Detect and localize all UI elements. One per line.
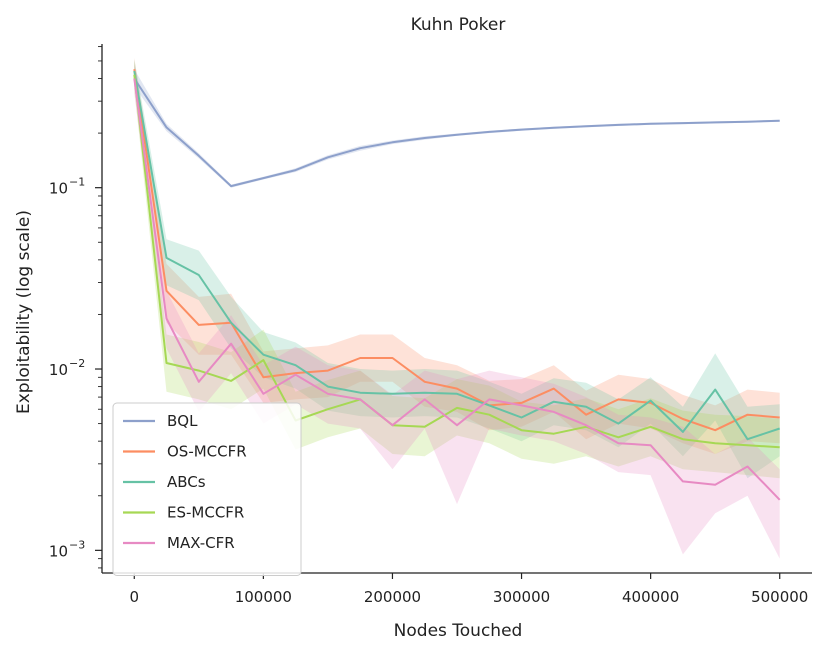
y-tick-base: 10 [49,361,68,379]
y-tick-label: 10 [49,180,68,198]
x-tick-label: 300000 [493,588,550,606]
legend-label: OS-MCCFR [167,443,247,461]
y-tick-exponent: −2 [69,357,85,370]
series-line-3 [133,74,780,449]
series-line-4 [133,78,781,501]
y-axis-label: Exploitability (log scale) [14,210,34,414]
legend-label: BQL [167,412,198,430]
legend-label: ABCs [167,473,206,491]
x-axis-label: Nodes Touched [394,621,523,641]
y-ticks: 10−310−210−1 [49,46,102,569]
y-tick-exponent: −3 [69,538,85,551]
x-tick-label: 500000 [751,588,808,606]
y-tick-base: 10 [49,542,68,560]
confidence-band-0 [134,69,780,188]
series-lines [133,69,781,501]
series-line-2 [133,70,781,441]
x-tick-label: 0 [129,588,139,606]
confidence-band-4 [134,64,780,559]
y-tick-exponent: −1 [69,176,85,189]
series-line-0 [133,77,780,188]
legend-frame [112,402,302,576]
confidence-band-1 [134,57,780,455]
x-tick-label: 200000 [364,588,421,606]
x-tick-label: 400000 [622,588,679,606]
x-tick-label: 100000 [235,588,292,606]
chart-title: Kuhn Poker [411,15,506,35]
legend-label: MAX-CFR [167,534,235,552]
legend: BQL OS-MCCFR ABCs ES-MCCFR MAX-CFR [112,402,302,576]
y-tick-label: 10 [49,361,68,379]
x-ticks: 0 100000 200000 300000 400000 500000 [129,573,808,606]
legend-label: ES-MCCFR [167,504,244,522]
series-line-1 [133,69,780,432]
y-tick-label: 10 [49,542,68,560]
y-tick-base: 10 [49,180,68,198]
